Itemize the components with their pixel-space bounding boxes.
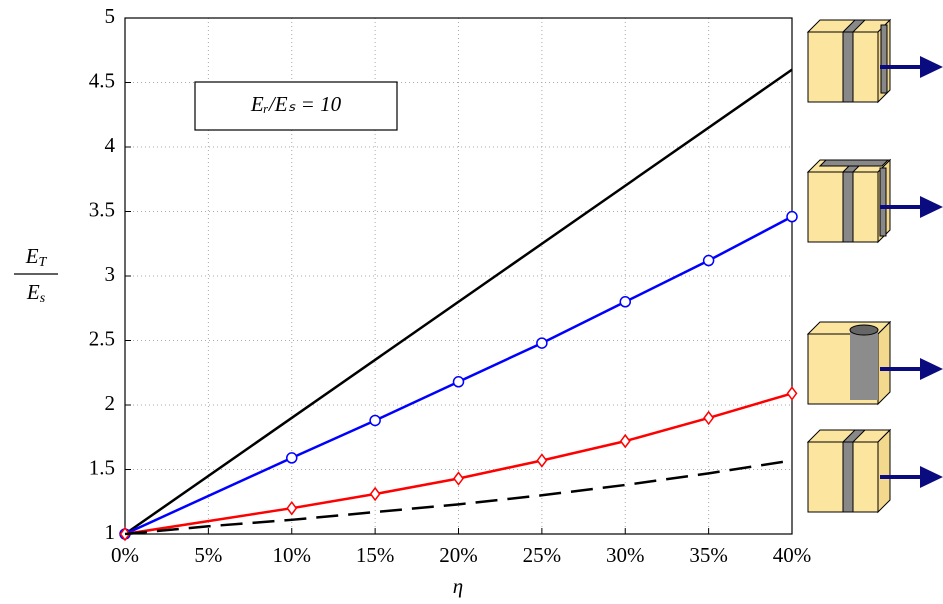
x-tick-label: 35% <box>689 543 728 567</box>
x-tick-label: 25% <box>523 543 562 567</box>
inclusion <box>842 31 854 103</box>
y-tick-label: 3.5 <box>89 197 115 221</box>
arrow-head <box>920 196 943 218</box>
y-label-sub: T <box>39 255 48 270</box>
inclusion-top <box>841 19 867 33</box>
series-line <box>124 392 793 536</box>
y-tick-label: 4 <box>105 133 116 157</box>
point-marker <box>369 486 381 502</box>
y-label-base: E <box>26 280 40 304</box>
cube-icon <box>806 18 943 104</box>
annotation: Eᵣ/Eₛ = 10 <box>250 92 342 116</box>
cube-icon <box>806 320 943 406</box>
arrow-head <box>920 466 943 488</box>
arrow-head <box>920 56 943 78</box>
series-line <box>124 215 793 536</box>
x-tick-label: 15% <box>356 543 395 567</box>
x-axis-label: η <box>453 574 463 598</box>
y-tick-label: 3 <box>105 262 116 286</box>
inclusion-top <box>849 324 879 336</box>
point-marker <box>452 376 465 388</box>
y-label-denominator: Es <box>26 280 46 306</box>
x-tick-label: 10% <box>273 543 312 567</box>
y-axis-label: ET Es <box>14 244 58 306</box>
cube-icon <box>806 428 943 514</box>
cube-side <box>877 428 891 514</box>
point-marker <box>619 296 631 308</box>
x-tick-label: 40% <box>773 543 812 567</box>
x-tick-label: 20% <box>439 543 478 567</box>
y-tick-label: 2 <box>105 391 116 415</box>
y-tick-label: 1 <box>105 520 116 544</box>
y-tick-label: 1.5 <box>89 455 115 479</box>
x-tick-label: 30% <box>606 543 645 567</box>
inclusion <box>879 167 887 237</box>
inclusion <box>880 24 888 94</box>
point-marker <box>703 410 715 426</box>
cube-icon <box>806 158 943 244</box>
point-marker <box>786 210 798 223</box>
y-tick-label: 2.5 <box>89 326 115 350</box>
inclusion-top <box>841 429 867 443</box>
point-marker <box>286 500 298 516</box>
annotation-box <box>194 81 398 131</box>
point-marker <box>786 386 798 401</box>
x-tick-label: 5% <box>194 543 222 567</box>
x-tick-label: 0% <box>111 543 139 567</box>
point-marker <box>536 337 548 349</box>
point-marker <box>536 453 548 468</box>
point-marker <box>369 414 381 427</box>
plot-frame <box>124 17 793 535</box>
series-line <box>124 459 793 536</box>
y-label-sub: s <box>40 291 46 306</box>
y-label-base: E <box>25 244 39 268</box>
y-label-numerator: ET <box>25 244 48 270</box>
arrow-head <box>920 358 943 380</box>
cube-side <box>877 320 891 406</box>
series-line <box>124 68 793 536</box>
point-marker <box>453 471 464 486</box>
point-marker <box>619 433 631 449</box>
y-tick-label: 5 <box>105 4 116 28</box>
inclusion <box>842 441 854 513</box>
point-marker <box>286 452 298 464</box>
inclusion <box>850 330 878 400</box>
inclusion <box>842 171 854 243</box>
point-marker <box>702 254 715 267</box>
y-tick-label: 4.5 <box>89 68 115 92</box>
inclusion-top <box>818 159 890 167</box>
